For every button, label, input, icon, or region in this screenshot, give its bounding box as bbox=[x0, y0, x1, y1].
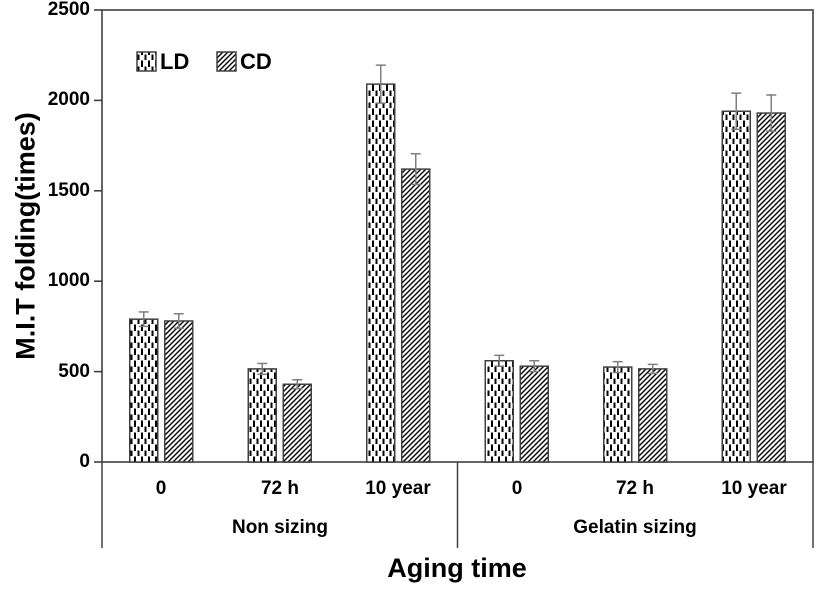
bar-ld-2 bbox=[366, 83, 396, 463]
bar-cd-1 bbox=[282, 383, 312, 463]
category-label-non-0: 0 bbox=[155, 478, 167, 499]
bar-ld-0 bbox=[129, 318, 159, 463]
error-bar-cd-5 bbox=[766, 94, 777, 132]
error-bar-ld-3 bbox=[494, 354, 505, 367]
y-tick-label-0: 0 bbox=[79, 451, 90, 472]
error-bar-cd-1 bbox=[292, 378, 303, 390]
y-tick-label-2: 1000 bbox=[47, 270, 90, 291]
error-bar-ld-5 bbox=[731, 92, 742, 131]
group-label-non-sizing: Non sizing bbox=[231, 517, 329, 538]
y-tick-label-1: 500 bbox=[58, 361, 90, 382]
y-tick-label-3: 1500 bbox=[47, 180, 90, 201]
error-bar-cd-3 bbox=[529, 360, 540, 373]
error-bar-ld-1 bbox=[257, 362, 268, 376]
legend-label-ld: LD bbox=[160, 49, 190, 74]
bar-ld-4 bbox=[603, 366, 633, 463]
bar-cd-3 bbox=[519, 365, 549, 463]
y-tick-label-5: 2500 bbox=[47, 0, 90, 20]
x-axis-title: Aging time bbox=[387, 553, 527, 583]
plot-border bbox=[101, 9, 814, 463]
bar-cd-4 bbox=[638, 368, 668, 463]
error-bar-ld-2 bbox=[375, 64, 386, 104]
error-bar-ld-0 bbox=[138, 311, 149, 328]
error-bar-cd-0 bbox=[173, 312, 184, 329]
group-label-gelatin-sizing: Gelatin sizing bbox=[573, 517, 697, 538]
category-label-non-10year: 10 year bbox=[365, 478, 431, 499]
category-label-gel-0: 0 bbox=[511, 478, 523, 499]
bar-cd-2 bbox=[401, 168, 431, 463]
legend-swatch-cd bbox=[216, 51, 237, 72]
bar-ld-3 bbox=[484, 360, 514, 463]
legend-swatch-ld bbox=[136, 51, 157, 72]
error-bar-ld-4 bbox=[612, 360, 623, 374]
y-axis-title: M.I.T folding(times) bbox=[10, 112, 41, 360]
bar-ld-1 bbox=[247, 368, 277, 463]
category-label-gel-72h: 72 h bbox=[615, 478, 655, 499]
error-bar-cd-2 bbox=[410, 152, 421, 186]
y-tick-label-4: 2000 bbox=[47, 89, 90, 110]
legend-label-cd: CD bbox=[240, 49, 272, 74]
category-label-non-72h: 72 h bbox=[260, 478, 300, 499]
bar-ld-5 bbox=[721, 110, 751, 463]
category-label-gel-10year: 10 year bbox=[721, 478, 787, 499]
error-bar-cd-4 bbox=[647, 363, 658, 375]
bar-cd-5 bbox=[756, 112, 786, 463]
bar-cd-0 bbox=[164, 320, 194, 463]
